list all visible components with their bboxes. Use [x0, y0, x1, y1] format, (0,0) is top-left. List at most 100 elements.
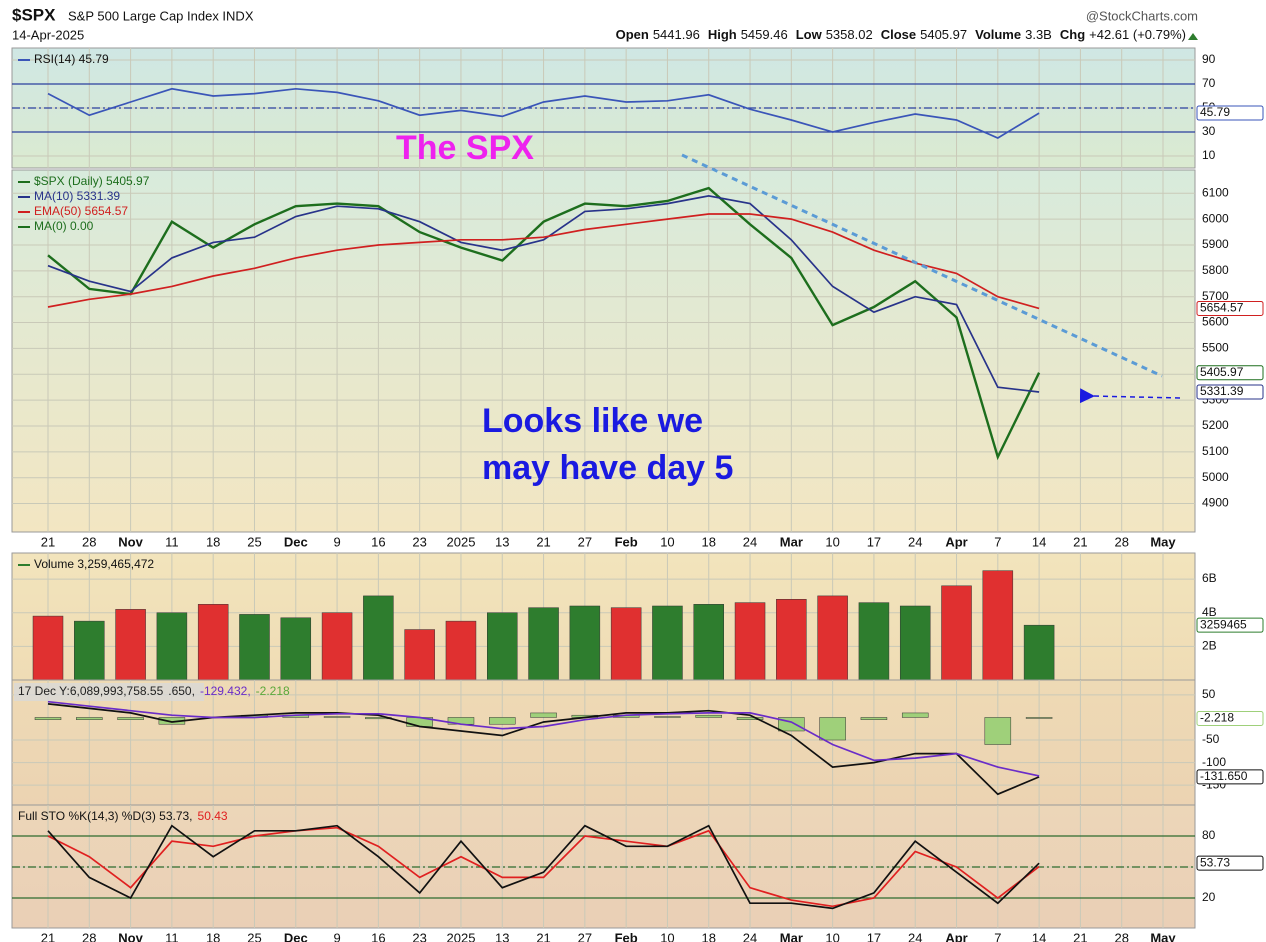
x-tick-label: 13 — [495, 930, 509, 942]
x-tick-label: 7 — [994, 534, 1001, 549]
quote-label: Low — [796, 27, 823, 42]
value-tag — [1196, 384, 1264, 400]
x-tick-label: 10 — [825, 930, 839, 942]
legend-label: $SPX (Daily) 5405.97 — [34, 174, 150, 188]
y-tick-label: 20 — [1202, 890, 1216, 904]
value-tag-label: 5405.97 — [1200, 365, 1244, 379]
series-line — [47, 700, 1040, 777]
bar — [115, 609, 146, 681]
quote-label: Chg — [1060, 27, 1085, 42]
x-tick-label: 10 — [660, 930, 674, 942]
x-tick-label: 28 — [82, 930, 96, 942]
x-tick-label: 28 — [1114, 534, 1128, 549]
y-tick-label: 5100 — [1202, 444, 1229, 458]
x-tick-label: 21 — [41, 930, 55, 942]
bar — [487, 612, 518, 681]
pointer-arrow — [1079, 388, 1181, 404]
x-tick-label: Apr — [945, 930, 967, 942]
x-tick-label: Nov — [118, 534, 143, 549]
quote-value: 5459.46 — [741, 27, 788, 42]
x-tick-label: 28 — [82, 534, 96, 549]
y-tick-label: 70 — [1202, 76, 1216, 90]
x-tick-label: 24 — [908, 930, 922, 942]
date: 14-Apr-2025 — [12, 27, 84, 42]
security-name: S&P 500 Large Cap Index INDX — [68, 8, 254, 23]
value-tag-label: 3259465 — [1200, 617, 1247, 631]
x-tick-label: 23 — [412, 930, 426, 942]
x-tick-label: Nov — [118, 930, 143, 942]
bar — [34, 717, 62, 720]
x-tick-label: Feb — [615, 534, 638, 549]
bar — [982, 570, 1014, 681]
y-tick-label: 5500 — [1202, 341, 1229, 355]
x-tick-label: Apr — [945, 534, 967, 549]
x-tick-label: 18 — [702, 534, 716, 549]
y-tick-label: 90 — [1202, 52, 1216, 66]
x-tick-label: 16 — [371, 930, 385, 942]
bar — [695, 714, 722, 718]
series-line — [47, 826, 1040, 908]
bar — [860, 717, 888, 720]
x-tick-label: 18 — [702, 930, 716, 942]
quote-value: +42.61 (+0.79%) — [1089, 27, 1186, 42]
legend-part: -2.218 — [256, 684, 290, 698]
x-tick-label: 25 — [247, 930, 261, 942]
x-tick-label: 14 — [1032, 534, 1046, 549]
value-tag — [1196, 710, 1264, 726]
x-tick-label: 27 — [578, 930, 592, 942]
legend-part: 17 Dec Y:6,089,993,758.55 — [18, 684, 164, 698]
x-tick-label: Feb — [615, 930, 638, 942]
x-tick-label: Dec — [284, 534, 308, 549]
bar — [652, 605, 683, 681]
x-tick-label: 11 — [165, 930, 179, 942]
bar — [323, 716, 351, 718]
y-tick-label: 6000 — [1202, 211, 1229, 225]
x-tick-label: 16 — [371, 534, 385, 549]
quote-value: 5405.97 — [920, 27, 967, 42]
x-tick-label: 7 — [994, 930, 1001, 942]
x-tick-label: 18 — [206, 534, 220, 549]
panel: 2050802128Nov111825Dec916232025132127Feb… — [11, 804, 1264, 942]
y-tick-label: 30 — [1202, 124, 1216, 138]
legend-label: RSI(14) 45.79 — [34, 52, 109, 66]
x-tick-label: 21 — [536, 534, 550, 549]
x-tick-label: 17 — [867, 930, 881, 942]
x-tick-label: 24 — [908, 534, 922, 549]
annotation: The SPX — [396, 129, 534, 167]
series-line — [47, 87, 1040, 139]
y-tick-label: 5000 — [1202, 470, 1229, 484]
legend-label: MA(0) 0.00 — [34, 219, 94, 233]
bar — [734, 602, 766, 681]
x-tick-label: 17 — [867, 534, 881, 549]
y-tick-label: 6100 — [1202, 185, 1229, 199]
y-tick-label: 5800 — [1202, 263, 1229, 277]
y-tick-label: -50 — [1202, 732, 1220, 746]
x-tick-label: May — [1150, 930, 1176, 942]
legend-part: -129.432, — [200, 684, 251, 698]
y-tick-label: 4900 — [1202, 496, 1229, 510]
value-tag-label: 5331.39 — [1200, 384, 1244, 398]
bar — [239, 614, 270, 681]
legend-part: .650, — [168, 684, 195, 698]
x-tick-label: 13 — [495, 534, 509, 549]
legend-part: Full STO %K(14,3) %D(3) 53.73, — [18, 809, 193, 823]
y-tick-label: 2B — [1202, 639, 1217, 653]
x-tick-label: 25 — [247, 534, 261, 549]
legend-label: Volume 3,259,465,472 — [34, 557, 154, 571]
y-tick-label: 5600 — [1202, 315, 1229, 329]
y-tick-label: 80 — [1202, 828, 1216, 842]
x-tick-label: 14 — [1032, 930, 1046, 942]
quote: Open 5441.96 High 5459.46 Low 5358.02 Close 540… — [616, 27, 1186, 42]
value-tag-label: 5654.57 — [1200, 301, 1244, 315]
bar — [156, 612, 188, 681]
x-tick-label: 21 — [41, 534, 55, 549]
trend-line — [681, 153, 1163, 378]
bar — [32, 615, 64, 681]
x-tick-label: 21 — [1073, 534, 1087, 549]
value-tag-label: -131.650 — [1200, 769, 1248, 783]
x-tick-label: 23 — [412, 534, 426, 549]
legend-part: 50.43 — [198, 809, 228, 823]
x-tick-label: 2025 — [447, 534, 476, 549]
